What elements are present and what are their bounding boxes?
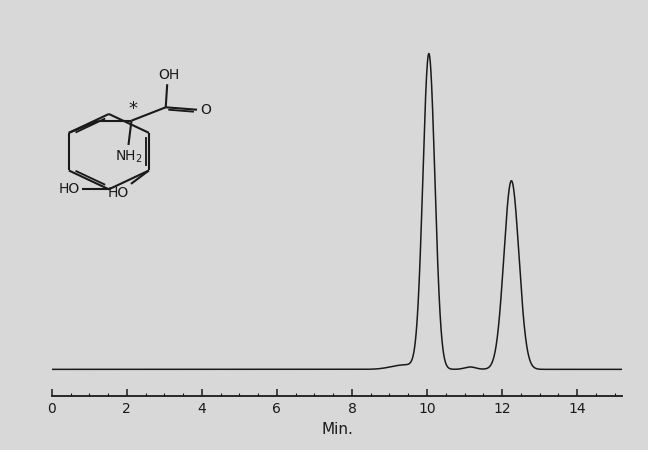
Text: HO: HO <box>108 186 128 200</box>
Text: HO: HO <box>58 182 80 196</box>
Text: O: O <box>201 103 211 117</box>
X-axis label: Min.: Min. <box>321 423 353 437</box>
Text: OH: OH <box>158 68 179 82</box>
Text: NH$_2$: NH$_2$ <box>115 148 143 165</box>
Text: *: * <box>128 100 137 118</box>
